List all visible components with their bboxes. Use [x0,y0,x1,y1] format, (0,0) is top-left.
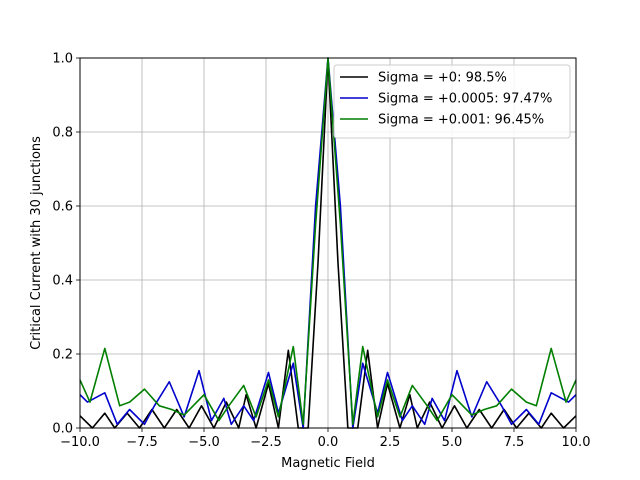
x-tick-label: −2.5 [250,435,282,450]
x-tick-label: 5.0 [442,435,463,450]
x-tick-label: −10.0 [60,435,100,450]
y-axis: 0.0 0.2 0.4 0.6 0.8 1.0 [52,52,80,437]
x-tick-label: 2.5 [380,435,401,450]
y-tick-label: 0.0 [52,422,73,437]
legend-entry: Sigma = +0.001: 96.45% [378,113,544,128]
legend-entry: Sigma = +0: 98.5% [378,71,507,86]
y-tick-label: 0.8 [52,126,73,141]
x-tick-label: 7.5 [504,435,525,450]
legend: Sigma = +0: 98.5% Sigma = +0.0005: 97.47%… [333,64,571,139]
x-tick-label: 10.0 [562,435,591,450]
legend-entry: Sigma = +0.0005: 97.47% [378,92,552,107]
legend-box [333,64,571,139]
x-tick-label: −5.0 [188,435,220,450]
y-tick-label: 0.6 [52,200,73,215]
y-tick-label: 0.4 [52,274,73,289]
x-axis-label: Magnetic Field [281,456,375,471]
x-axis: −10.0 −7.5 −5.0 −2.5 0.0 2.5 5.0 7.5 10.0 [60,428,590,450]
x-tick-label: 0.0 [318,435,339,450]
y-tick-label: 0.2 [52,348,73,363]
y-tick-label: 1.0 [52,52,73,67]
x-tick-label: −7.5 [126,435,158,450]
y-axis-label: Critical Current with 30 junctions [29,136,44,350]
